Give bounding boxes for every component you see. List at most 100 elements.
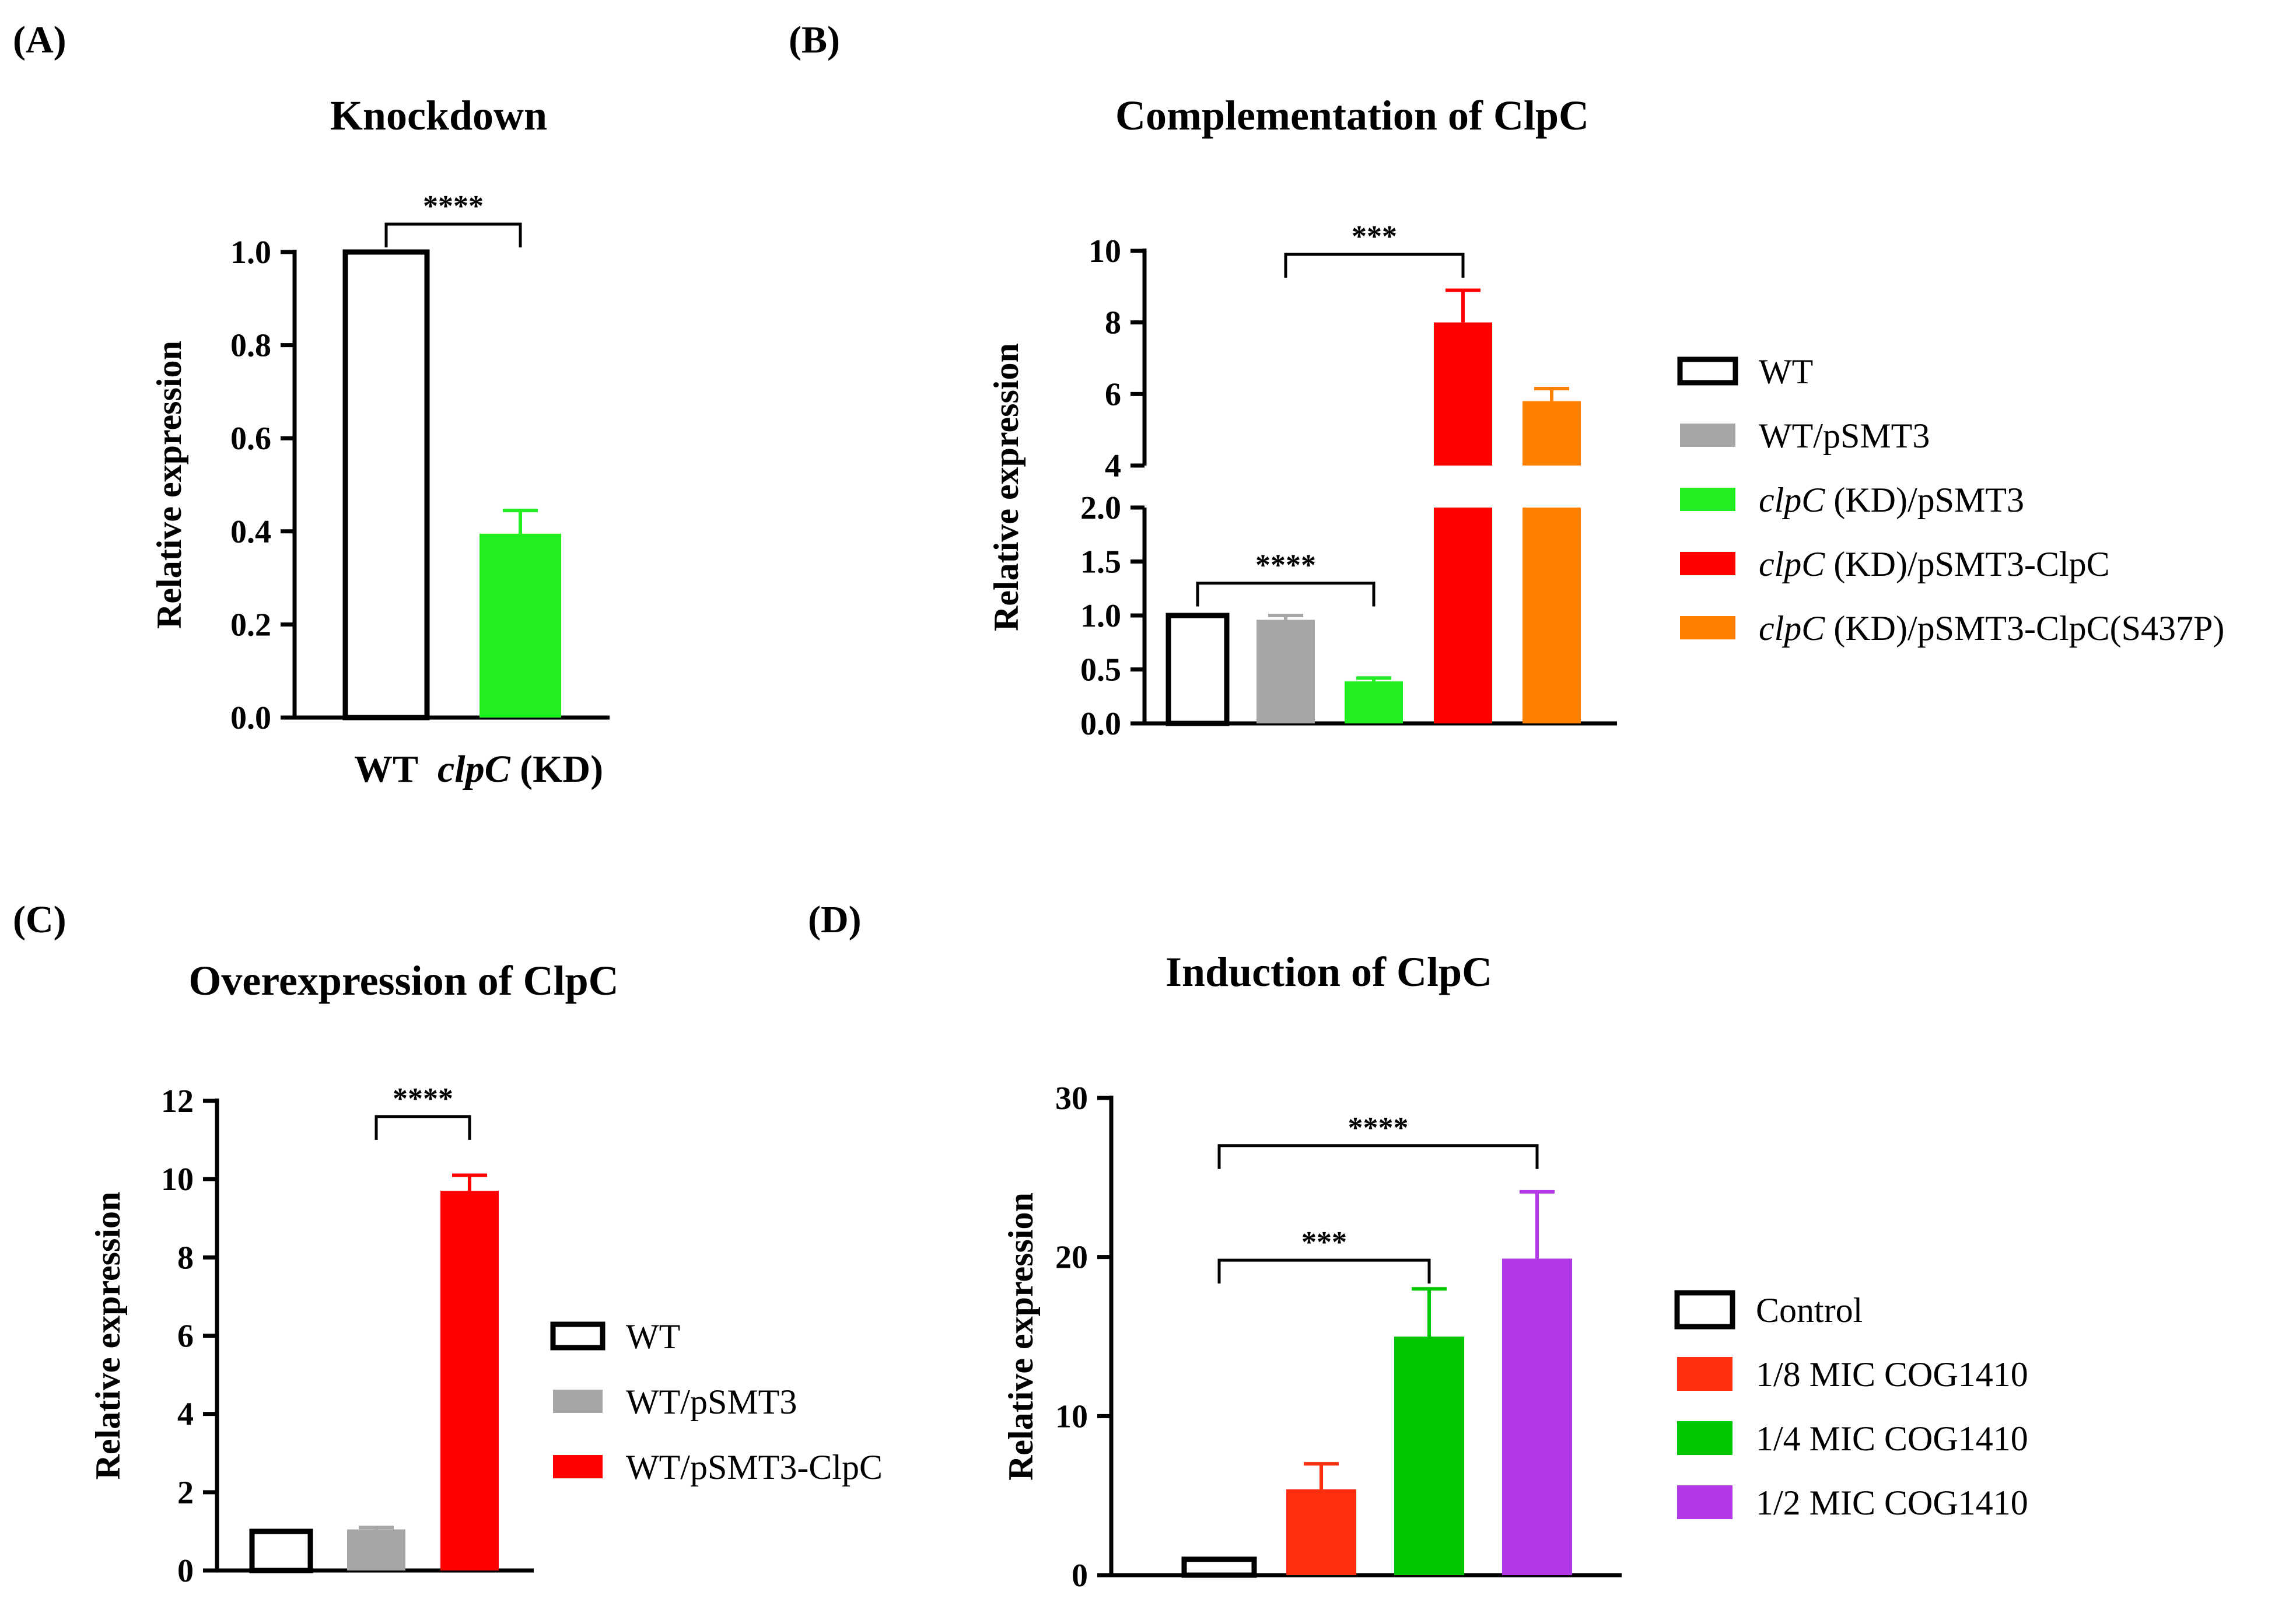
y-tick-label: 8 xyxy=(1105,305,1121,341)
legend-item-italic: clpC xyxy=(1759,609,1825,648)
legend-swatch xyxy=(553,1455,603,1478)
y-tick-label: 4 xyxy=(177,1397,194,1433)
significance-label: *** xyxy=(1301,1226,1347,1259)
y-tick-label: 2.0 xyxy=(1080,490,1121,526)
y-axis-label: Relative expression xyxy=(89,1192,127,1480)
significance-bracket xyxy=(374,1115,471,1140)
bar xyxy=(480,533,561,718)
legend-swatch xyxy=(1674,1290,1735,1330)
significance-bracket xyxy=(1217,1258,1431,1284)
legend-item: 1/8 MIC COG1410 xyxy=(1756,1355,2028,1394)
significance-label: **** xyxy=(393,1082,453,1115)
bar xyxy=(440,1191,499,1570)
bar xyxy=(1502,1258,1572,1575)
significance-bracket xyxy=(1217,1144,1539,1169)
y-tick-label: 0.6 xyxy=(230,421,271,457)
y-tick-label: 12 xyxy=(161,1083,194,1120)
legend-swatch xyxy=(1680,552,1735,575)
legend-swatch xyxy=(1680,616,1735,639)
panel-label: (B) xyxy=(789,19,840,61)
y-tick-label: 0 xyxy=(177,1553,194,1589)
legend-swatch xyxy=(1677,356,1738,386)
legend-item-text: WT/pSMT3 xyxy=(626,1383,797,1421)
legend-item-text: 1/2 MIC COG1410 xyxy=(1756,1484,2028,1522)
bar xyxy=(1181,1556,1257,1578)
panel-c: (C) Overexpression of ClpC 0 2 4 6 8 10 12 Relati… xyxy=(13,898,883,1589)
y-tick-label: 8 xyxy=(177,1240,194,1276)
legend-item-italic: clpC xyxy=(1759,481,1825,519)
significance-label: **** xyxy=(423,190,484,223)
bar xyxy=(342,249,430,720)
legend-item-text: WT xyxy=(1759,352,1813,391)
x-tick-italic: clpC xyxy=(438,748,511,790)
legend-swatch xyxy=(1677,1421,1732,1455)
chart-title: Induction of ClpC xyxy=(1166,949,1492,995)
y-tick-label: 0.8 xyxy=(230,328,271,364)
legend-item: WT/pSMT3 xyxy=(1759,417,1930,455)
legend-item-text: WT/pSMT3 xyxy=(1759,417,1930,455)
y-tick-label: 2 xyxy=(177,1475,194,1511)
significance-label: *** xyxy=(1352,220,1397,253)
bar xyxy=(249,1528,313,1573)
y-tick-label: 0 xyxy=(1072,1558,1088,1594)
bar-upper-segment xyxy=(1522,401,1581,466)
legend-swatch xyxy=(1680,488,1735,511)
y-tick-label: 10 xyxy=(1055,1398,1088,1435)
chart-title: Complementation of ClpC xyxy=(1115,92,1589,139)
legend-item: WT/pSMT3 xyxy=(626,1383,797,1421)
significance-bracket xyxy=(1196,582,1376,607)
y-axis-label: Relative expression xyxy=(150,341,188,629)
legend-item-text: Control xyxy=(1756,1291,1863,1330)
legend-item: 1/4 MIC COG1410 xyxy=(1756,1419,2028,1458)
legend-item-text: WT/pSMT3-ClpC xyxy=(626,1448,883,1486)
legend-swatch xyxy=(550,1321,606,1351)
panel-label: (A) xyxy=(13,19,66,61)
chart-title: Knockdown xyxy=(330,92,547,139)
legend-item-text: (KD)/pSMT3-ClpC xyxy=(1825,545,2109,583)
x-tick-text: WT xyxy=(354,748,418,790)
legend-item-text: (KD)/pSMT3 xyxy=(1825,481,2024,519)
bar xyxy=(1286,1489,1356,1575)
y-tick-label: 1.0 xyxy=(230,235,271,271)
panel-label: (D) xyxy=(808,898,862,941)
legend-item: WT/pSMT3-ClpC xyxy=(626,1448,883,1486)
legend-item: Control xyxy=(1756,1291,1863,1330)
y-tick-label: 10 xyxy=(1088,233,1121,270)
y-tick-label: 10 xyxy=(161,1162,194,1198)
panel-d: (D) Induction of ClpC 0 10 20 30 Relative expr… xyxy=(808,898,2028,1594)
y-tick-label: 0.0 xyxy=(1080,706,1121,742)
y-tick-label: 6 xyxy=(1105,376,1121,412)
legend-item-text: 1/4 MIC COG1410 xyxy=(1756,1419,2028,1458)
bar-lower-segment xyxy=(1434,508,1492,723)
x-tick-label: WT xyxy=(354,748,418,790)
legend-swatch xyxy=(1677,1485,1732,1519)
x-tick-suffix: (KD) xyxy=(510,748,603,790)
legend-item: clpC (KD)/pSMT3 xyxy=(1759,481,2024,519)
legend-item: 1/2 MIC COG1410 xyxy=(1756,1484,2028,1522)
x-tick-label: clpC (KD) xyxy=(438,748,603,790)
legend-item: clpC (KD)/pSMT3-ClpC(S437P) xyxy=(1759,609,2224,648)
panel-a: (A) Knockdown 0.0 0.2 0.4 0.6 0.8 1.0 Relative e… xyxy=(13,19,610,790)
panel-b: (B) Complementation of ClpC 0.0 0.5 1.0 1.5 2.… xyxy=(789,19,2224,742)
legend-swatch xyxy=(1677,1357,1732,1391)
y-tick-label: 1.5 xyxy=(1080,544,1121,580)
legend-swatch xyxy=(1680,424,1735,447)
significance-label: **** xyxy=(1255,549,1316,582)
y-tick-label: 0.0 xyxy=(230,700,271,736)
legend-item: WT xyxy=(1759,352,1813,391)
legend-item: WT xyxy=(626,1317,680,1356)
significance-label: **** xyxy=(1348,1111,1409,1145)
y-tick-label: 0.4 xyxy=(230,514,271,550)
bar-upper-segment xyxy=(1434,322,1492,466)
y-tick-label: 20 xyxy=(1055,1240,1088,1276)
chart-title: Overexpression of ClpC xyxy=(188,957,618,1004)
bar xyxy=(1345,681,1403,723)
legend-item-text: 1/8 MIC COG1410 xyxy=(1756,1355,2028,1394)
legend-swatch xyxy=(553,1390,603,1413)
y-tick-label: 4 xyxy=(1105,448,1121,484)
legend-item-text: WT xyxy=(626,1317,680,1356)
significance-bracket xyxy=(384,222,522,248)
y-tick-label: 0.5 xyxy=(1080,652,1121,688)
significance-bracket xyxy=(1284,253,1465,278)
